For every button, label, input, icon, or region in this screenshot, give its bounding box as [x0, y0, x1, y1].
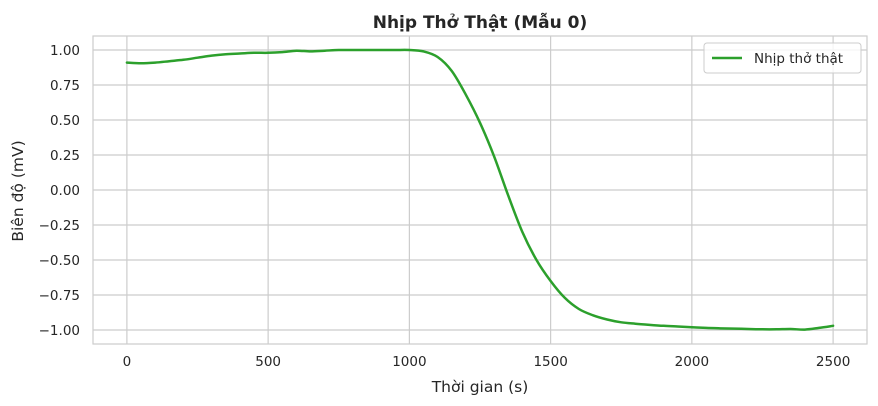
y-axis-ticks: −1.00 −0.75 −0.50 −0.25 0.00 0.25 0.50 0.75 1.00 — [39, 43, 80, 339]
series-line-0 — [125, 48, 835, 331]
y-tick-label: 0.00 — [50, 183, 80, 199]
legend: Nhịp thở thật — [703, 42, 862, 74]
x-axis-ticks: 0 500 1000 1500 2000 2500 — [123, 354, 851, 370]
y-tick-label: 1.00 — [50, 43, 80, 59]
y-tick-label: 0.25 — [50, 148, 80, 164]
x-tick-label: 2500 — [816, 354, 850, 370]
y-tick-label: −0.75 — [39, 288, 80, 304]
series-group — [125, 48, 835, 331]
x-axis-label: Thời gian (s) — [431, 378, 529, 396]
y-tick-label: −0.50 — [39, 253, 80, 269]
x-tick-label: 1000 — [392, 354, 426, 370]
x-tick-label: 500 — [255, 354, 281, 370]
y-tick-label: −1.00 — [39, 323, 80, 339]
grid — [93, 36, 867, 344]
y-axis-label: Biên độ (mV) — [9, 140, 27, 241]
chart-title: Nhịp Thở Thật (Mẫu 0) — [373, 11, 588, 33]
x-tick-label: 0 — [123, 354, 132, 370]
x-tick-label: 1500 — [533, 354, 567, 370]
y-tick-label: 0.75 — [50, 78, 80, 94]
y-tick-label: −0.25 — [39, 218, 80, 234]
legend-label: Nhịp thở thật — [754, 51, 843, 67]
y-tick-label: 0.50 — [50, 113, 80, 129]
x-tick-label: 2000 — [675, 354, 709, 370]
legend-box — [703, 42, 862, 74]
